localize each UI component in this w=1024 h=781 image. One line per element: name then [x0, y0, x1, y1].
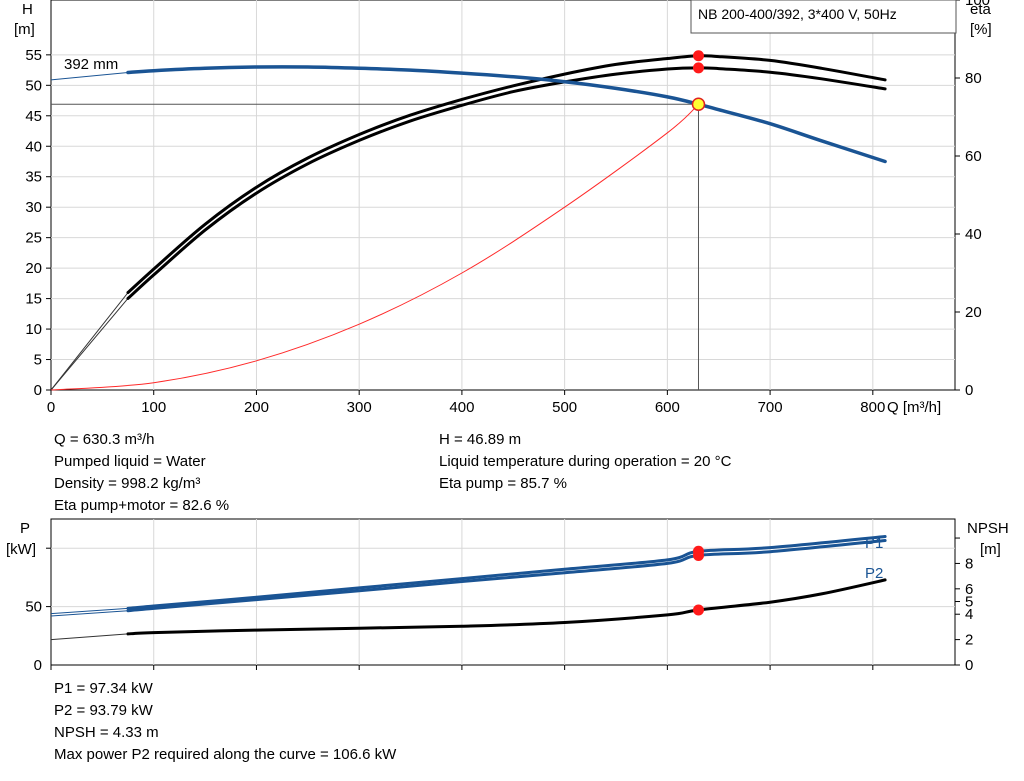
info-max-power: Max power P2 required along the curve = …	[54, 746, 397, 763]
p1-curve	[126, 535, 887, 610]
info-block-power: P1 = 97.34 kW P2 = 93.79 kW NPSH = 4.33 …	[54, 678, 396, 766]
npsh-curve	[126, 578, 887, 636]
eta-total-duty-marker	[692, 62, 704, 74]
p2-curve	[126, 539, 887, 613]
top-ytick-label-15: 15	[25, 291, 42, 308]
top-ylabel-right-line2: [%]	[970, 21, 992, 38]
info-eta-pump: Eta pump = 85.7 %	[439, 475, 567, 492]
bottom-plot-ticks: 0 50 0 2 456 8	[25, 537, 973, 674]
p2-curve-extension	[50, 610, 129, 617]
top-xlabel: Q [m³/h]	[887, 399, 941, 416]
top-plot-frame	[50, 0, 956, 391]
duty-point-marker	[691, 97, 706, 112]
info-eta-total: Eta pump+motor = 82.6 %	[54, 497, 230, 514]
chart-title: NB 200-400/392, 3*400 V, 50Hz	[698, 6, 897, 22]
top-ytick-label-55: 55	[25, 47, 42, 64]
bottom-plot-series	[50, 535, 887, 641]
series-label-p1: P1	[865, 535, 883, 552]
curve-annotation-392mm: 392 mm	[64, 56, 118, 73]
eta-pump-motor-curve	[126, 66, 887, 300]
top-rtick-label-100: 100	[965, 0, 990, 9]
top-xtick-label-0: 0	[47, 399, 55, 416]
p1-curve-extension	[50, 607, 129, 615]
bottom-ylabel-line1: P	[20, 520, 30, 537]
info-npsh: NPSH = 4.33 m	[54, 724, 159, 741]
top-ylabel-right-line1: eta	[970, 1, 992, 18]
top-xtick-label-200: 200	[244, 399, 269, 416]
info-block-right: H = 46.89 m Liquid temperature during op…	[439, 429, 731, 495]
top-ylabel-line2: [m]	[14, 21, 35, 38]
top-xtick-label-700: 700	[758, 399, 783, 416]
npsh-curve-extension	[50, 633, 129, 641]
top-ytick-label-40: 40	[25, 138, 42, 155]
info-liquid: Pumped liquid = Water	[54, 453, 206, 470]
bottom-rtick-label-4: 4	[965, 606, 973, 623]
top-xtick-label-400: 400	[449, 399, 474, 416]
system-curve	[50, 103, 699, 391]
eta-pump-curve	[126, 54, 887, 294]
top-rtick-label-40: 40	[965, 226, 982, 243]
title-box	[690, 0, 957, 34]
top-xtick-label-300: 300	[347, 399, 372, 416]
top-ytick-label-20: 20	[25, 260, 42, 277]
bottom-rtick-label-0: 0	[965, 657, 973, 674]
top-ytick-label-45: 45	[25, 108, 42, 125]
top-rtick-label-20: 20	[965, 304, 982, 321]
top-ytick-label-10: 10	[25, 321, 42, 338]
bottom-rtick-label-6: 6	[965, 581, 973, 598]
bottom-plot-frame	[50, 518, 956, 666]
bottom-plot-grid	[50, 518, 956, 666]
p2-duty-marker	[692, 549, 704, 561]
top-xtick-label-600: 600	[655, 399, 680, 416]
top-xtick-label-100: 100	[141, 399, 166, 416]
bottom-rtick-label-8: 8	[965, 555, 973, 572]
top-ytick-label-50: 50	[25, 77, 42, 94]
bottom-rtick-label-2: 2	[965, 632, 973, 649]
info-flow: Q = 630.3 m³/h	[54, 431, 155, 448]
top-ytick-label-35: 35	[25, 169, 42, 186]
top-plot-grid	[50, 0, 956, 391]
bottom-ylabel-line2: [kW]	[6, 541, 36, 558]
top-ytick-label-5: 5	[34, 352, 42, 369]
top-rtick-label-80: 80	[965, 70, 982, 87]
info-p1: P1 = 97.34 kW	[54, 680, 153, 697]
info-p2: P2 = 93.79 kW	[54, 702, 153, 719]
top-xtick-label-500: 500	[552, 399, 577, 416]
top-ytick-label-0: 0	[34, 382, 42, 399]
info-head: H = 46.89 m	[439, 431, 522, 448]
top-rtick-label-0: 0	[965, 382, 973, 399]
info-block-left: Q = 630.3 m³/h Pumped liquid = Water Den…	[54, 429, 229, 517]
bottom-ytick-label-0: 0	[34, 657, 42, 674]
info-density: Density = 998.2 kg/m³	[54, 475, 201, 492]
top-plot-series	[50, 50, 887, 391]
eta-pump-duty-marker	[692, 50, 704, 62]
bottom-ylabel-right-line1: NPSH	[967, 520, 1009, 537]
series-label-p2: P2	[865, 565, 883, 582]
info-temperature: Liquid temperature during operation = 20…	[439, 453, 732, 470]
top-xtick-label-800: 800	[860, 399, 885, 416]
top-ylabel-line1: H	[22, 1, 33, 18]
bottom-ytick-label-50: 50	[25, 599, 42, 616]
top-plot-ticks: 0 5 10 15 20 25 30 35 40 45 50 55 0 20 40 60 80 100 0 100 20…	[25, 0, 990, 416]
top-rtick-label-60: 60	[965, 148, 982, 165]
eta-pump-extension	[50, 292, 129, 391]
qh-curve	[126, 65, 887, 164]
npsh-duty-marker	[692, 604, 704, 616]
top-ytick-label-25: 25	[25, 230, 42, 247]
eta-total-extension	[50, 298, 129, 391]
bottom-ylabel-right-line2: [m]	[980, 541, 1001, 558]
hq-curve-extension	[50, 72, 129, 81]
top-ytick-label-30: 30	[25, 199, 42, 216]
bottom-rtick-label-5: 5	[965, 594, 973, 611]
